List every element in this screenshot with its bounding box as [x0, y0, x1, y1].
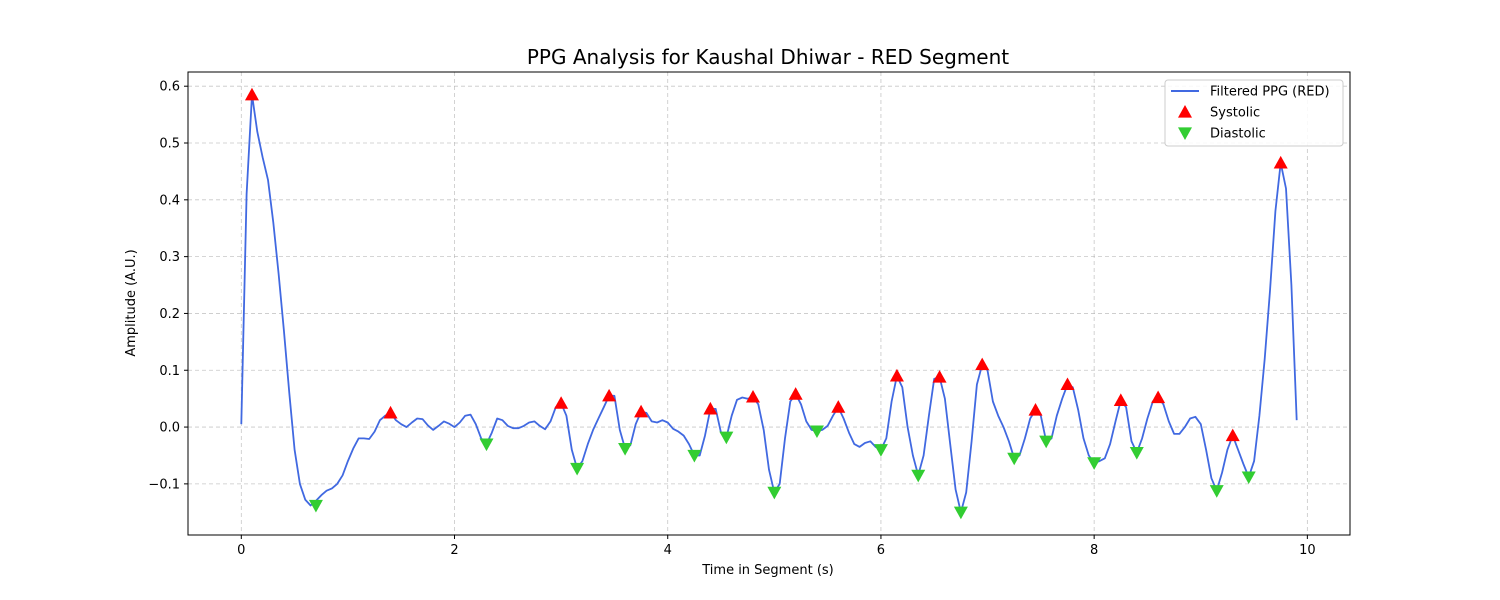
diastolic-marker: [767, 486, 782, 500]
legend-systolic-swatch: [1178, 105, 1192, 118]
plot-series: [240, 87, 1298, 520]
y-tick-label: 0.6: [159, 80, 180, 95]
systolic-marker: [1028, 403, 1043, 416]
systolic-marker: [1151, 390, 1166, 404]
systolic-marker: [1273, 155, 1288, 169]
x-axis-ticks: 0 2 4 6 8 10: [237, 535, 1316, 558]
diastolic-marker: [809, 425, 824, 439]
systolic-marker: [1225, 428, 1240, 442]
x-tick-label: 0: [237, 543, 245, 558]
y-tick-label: 0.4: [159, 193, 180, 208]
x-tick-label: 2: [450, 543, 458, 558]
systolic-marker: [889, 368, 904, 382]
systolic-marker: [932, 370, 947, 383]
x-tick-label: 6: [877, 543, 885, 558]
diastolic-marker: [911, 469, 926, 483]
x-tick-label: 10: [1299, 543, 1316, 558]
diastolic-marker: [1209, 485, 1224, 498]
y-tick-label: 0.3: [159, 250, 180, 265]
legend-box: [1164, 79, 1344, 147]
diastolic-marker: [719, 431, 734, 445]
diastolic-marker: [687, 449, 702, 463]
y-tick-label: 0.0: [159, 421, 180, 436]
diastolic-marker: [1039, 435, 1054, 449]
y-axis-label: Amplitude (A.U.): [124, 249, 139, 356]
systolic-marker: [788, 387, 803, 400]
diastolic-marker: [1087, 457, 1102, 470]
diastolic-marker: [308, 499, 323, 513]
legend-label: Systolic: [1210, 106, 1260, 121]
diastolic-marker: [479, 438, 494, 452]
systolic-marker: [634, 404, 649, 418]
diastolic-marker: [1129, 447, 1144, 460]
diastolic-marker: [953, 506, 968, 520]
legend-diastolic-swatch: [1178, 127, 1192, 140]
systolic-marker: [1060, 377, 1075, 391]
diastolic-marker: [1007, 452, 1022, 466]
y-axis-ticks: −0.1 0.0 0.1 0.2 0.3 0.4 0.5 0.6: [148, 80, 188, 492]
systolic-marker: [244, 87, 259, 101]
x-axis-label: Time in Segment (s): [701, 563, 833, 578]
y-tick-label: 0.2: [159, 307, 180, 322]
systolic-marker: [554, 396, 569, 409]
y-tick-label: 0.1: [159, 364, 180, 379]
y-tick-label: −0.1: [148, 477, 180, 492]
diastolic-marker: [618, 443, 633, 456]
systolic-marker: [1113, 393, 1128, 406]
systolic-marker: [831, 400, 846, 413]
diastolic-marker: [873, 444, 888, 457]
legend: Filtered PPG (RED) Systolic Diastolic: [1164, 79, 1344, 147]
diastolic-marker: [570, 462, 585, 476]
diastolic-marker: [1241, 471, 1256, 485]
systolic-marker: [703, 401, 718, 415]
legend-label: Filtered PPG (RED): [1210, 85, 1330, 100]
systolic-marker: [383, 405, 398, 419]
legend-label: Diastolic: [1210, 127, 1266, 142]
x-tick-label: 4: [664, 543, 672, 558]
grid: [188, 72, 1350, 535]
chart-title: PPG Analysis for Kaushal Dhiwar - RED Se…: [527, 45, 1009, 69]
x-tick-label: 8: [1090, 543, 1098, 558]
y-tick-label: 0.5: [159, 137, 180, 152]
systolic-marker: [975, 357, 990, 371]
systolic-marker: [602, 388, 617, 402]
systolic-marker: [746, 389, 761, 403]
plot-frame: [187, 71, 1351, 536]
